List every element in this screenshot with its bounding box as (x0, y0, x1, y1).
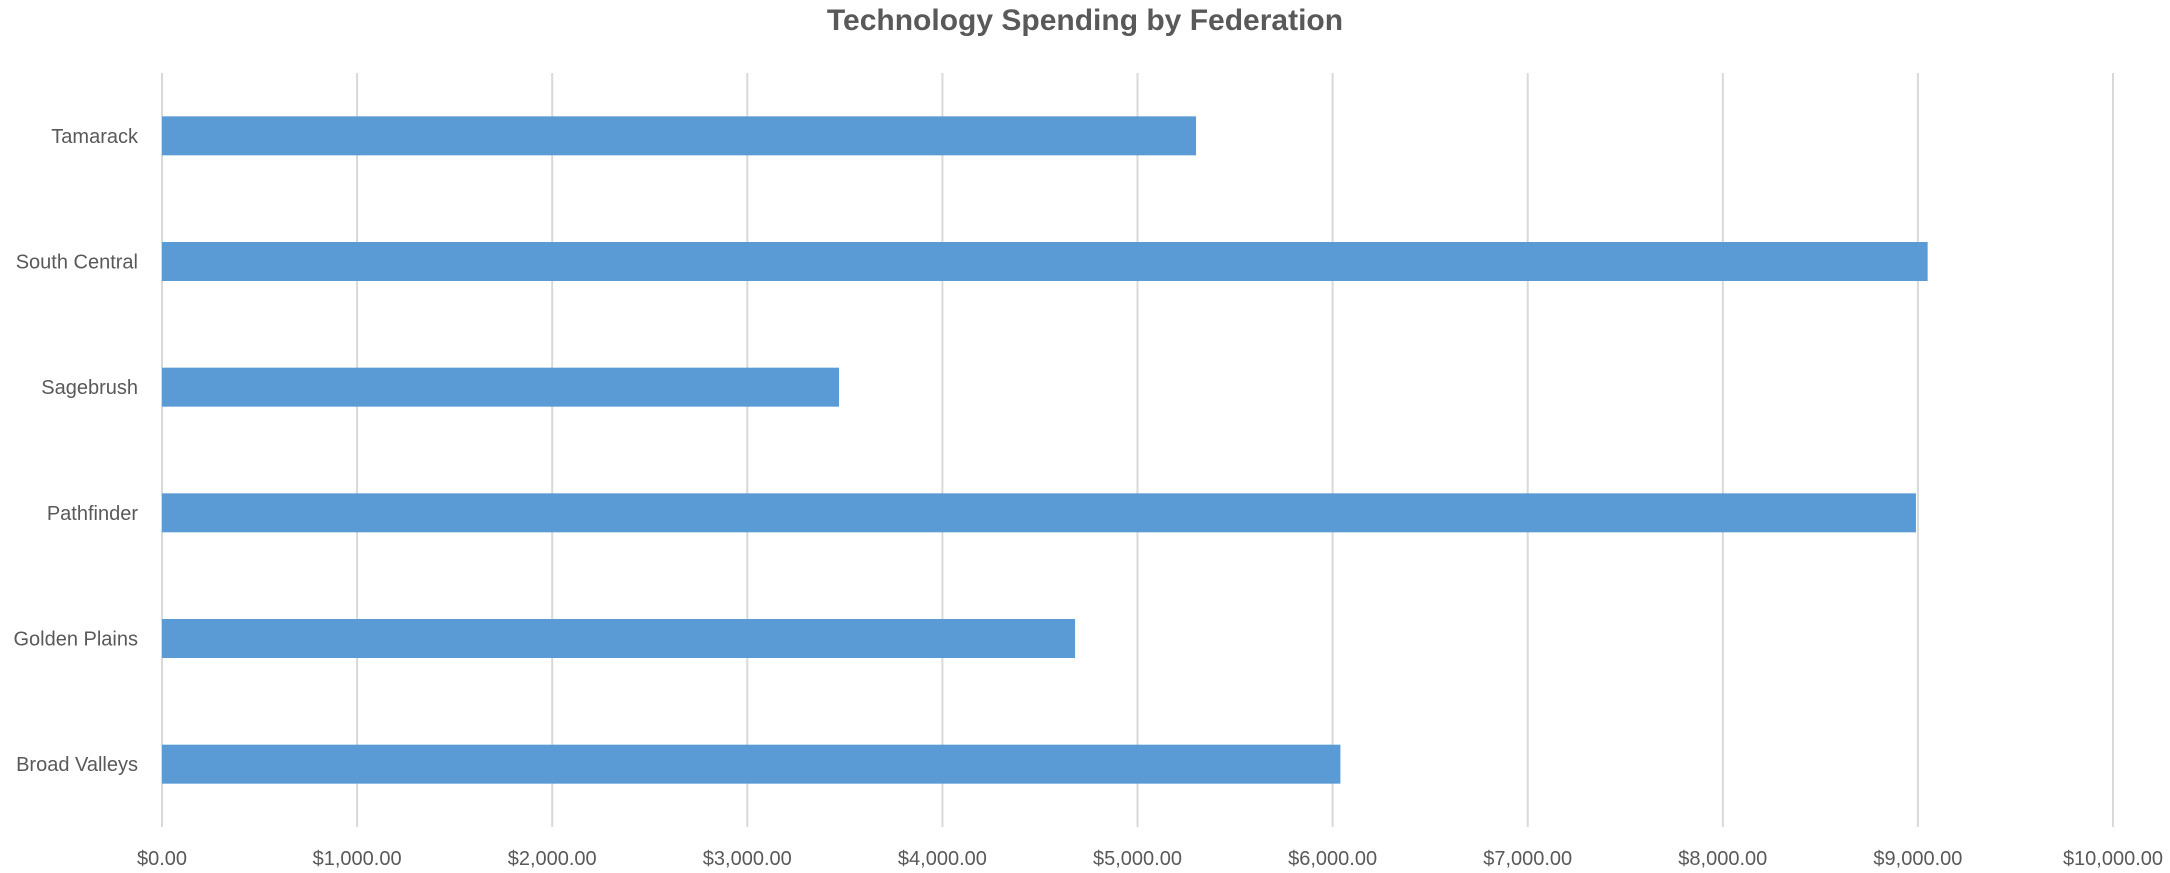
gridlines (161, 73, 2114, 827)
x-tick-label: $2,000.00 (508, 848, 597, 870)
x-tick-label: $9,000.00 (1873, 848, 1962, 870)
bar (162, 367, 839, 407)
x-tick-label: $4,000.00 (898, 848, 987, 870)
bar (162, 744, 1341, 784)
x-tick-label: $1,000.00 (313, 848, 402, 870)
category-label: Broad Valleys (16, 754, 138, 776)
x-tick-label: $3,000.00 (703, 848, 792, 870)
x-tick-label: $10,000.00 (2063, 848, 2163, 870)
x-tick-label: $7,000.00 (1483, 848, 1572, 870)
x-tick-label: $0.00 (137, 848, 187, 870)
category-label: Sagebrush (41, 377, 138, 399)
bar (162, 242, 1928, 281)
x-tick-label: $8,000.00 (1678, 848, 1767, 870)
bar (162, 493, 1916, 533)
x-tick-label: $6,000.00 (1288, 848, 1377, 870)
chart-title: Technology Spending by Federation (827, 4, 1343, 37)
bar (162, 619, 1076, 658)
category-label: Golden Plains (13, 629, 138, 651)
x-axis-tick-labels: $0.00 $1,000.00 $2,000.00 $3,000.00 $4,000.0… (137, 848, 2163, 870)
category-label: Tamarack (51, 126, 139, 148)
category-label: South Central (16, 252, 138, 274)
x-tick-label: $5,000.00 (1093, 848, 1182, 870)
category-label: Pathfinder (47, 503, 139, 525)
bar (162, 116, 1197, 156)
bars (162, 116, 1928, 784)
category-labels: Tamarack South Central Sagebrush Pathfinder… (13, 126, 139, 776)
